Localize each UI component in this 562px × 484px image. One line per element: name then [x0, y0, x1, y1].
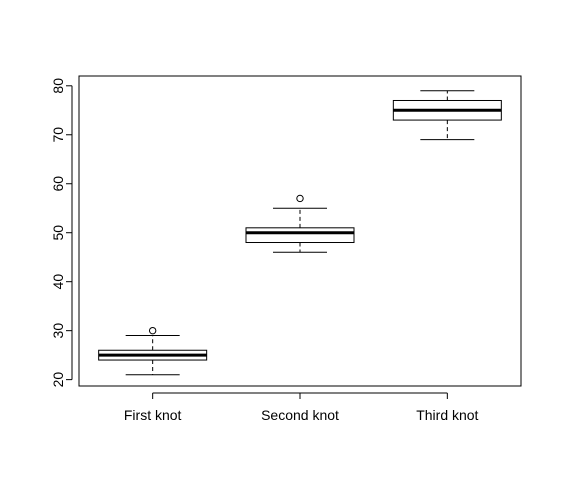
- x-tick-label: First knot: [124, 407, 182, 423]
- box-2: [245, 194, 355, 253]
- y-tick-label: 30: [50, 323, 66, 339]
- box-3: [392, 90, 502, 141]
- y-tick-label: 20: [50, 372, 66, 388]
- plot-frame: [78, 75, 522, 387]
- x-tick-label: Third knot: [416, 407, 478, 423]
- boxes: [98, 90, 502, 376]
- outlier-point: [148, 326, 157, 335]
- box-1: [98, 326, 208, 376]
- y-tick-label: 50: [50, 225, 66, 241]
- y-tick-label: 80: [50, 78, 66, 94]
- y-tick-label: 60: [50, 176, 66, 192]
- y-tick-label: 70: [50, 127, 66, 143]
- x-axis: First knot Second knot Third knot: [124, 392, 479, 423]
- x-tick-label: Second knot: [261, 407, 339, 423]
- outlier-point: [296, 194, 304, 203]
- y-tick-label: 40: [50, 274, 66, 290]
- y-axis: 20 30 40 50 60 70 80: [50, 78, 73, 388]
- iqr-box: [245, 227, 355, 244]
